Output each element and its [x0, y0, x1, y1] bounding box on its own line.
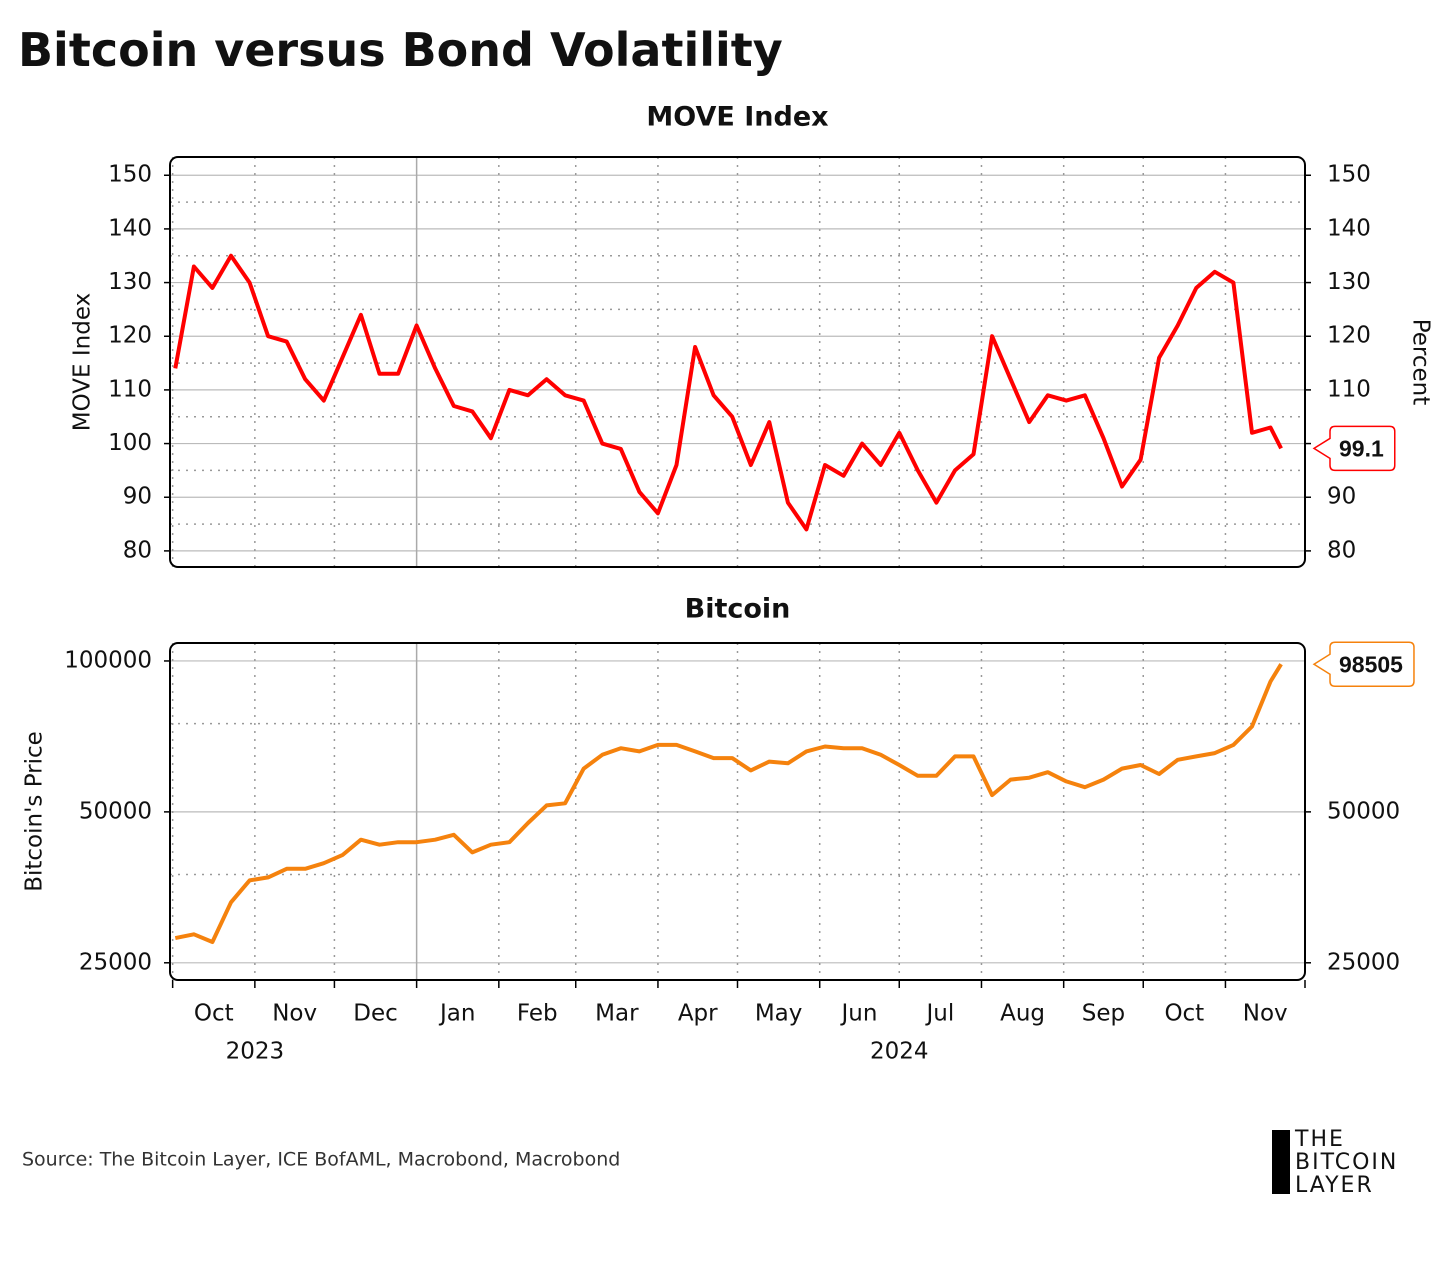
y-tick-label: 110 — [108, 376, 152, 402]
x-tick-label: Oct — [1164, 1001, 1204, 1027]
x-tick-label: Jun — [840, 1001, 878, 1027]
chart-title: Bitcoin versus Bond Volatility — [18, 23, 783, 77]
y-axis-label: Bitcoin's Price — [22, 731, 48, 892]
x-tick-label: Mar — [595, 1001, 639, 1027]
x-year-label: 2024 — [870, 1039, 929, 1065]
value-label-box — [1312, 425, 1396, 472]
y2-tick-label: 130 — [1327, 269, 1371, 295]
y2-tick-label: 120 — [1327, 323, 1371, 349]
y-tick-label: 120 — [108, 323, 152, 349]
value-label-box — [1312, 641, 1415, 687]
y2-tick-label: 150 — [1327, 162, 1371, 188]
value-label: 99.1 — [1339, 435, 1384, 461]
y-tick-label: 80 — [123, 537, 152, 563]
plot-frame — [169, 156, 1306, 568]
y-tick-label: 100 — [108, 430, 152, 456]
logo-text: LAYER — [1295, 1173, 1374, 1198]
y-tick-label: 50000 — [79, 798, 152, 824]
panel-title: Bitcoin — [685, 594, 791, 625]
y-axis-label: MOVE Index — [70, 293, 96, 431]
x-tick-label: Sep — [1082, 1001, 1125, 1027]
x-tick-label: Nov — [1243, 1001, 1288, 1027]
y-tick-label: 90 — [123, 484, 152, 510]
x-tick-label: Apr — [678, 1001, 718, 1027]
source: Source: The Bitcoin Layer, ICE BofAML, M… — [22, 1149, 620, 1171]
logo-text: BITCOIN — [1295, 1150, 1398, 1175]
y2-axis-label: Percent — [1408, 319, 1434, 406]
y-tick-label: 150 — [108, 162, 152, 188]
y-tick-label: 100000 — [64, 647, 152, 673]
y2-tick-label: 90 — [1327, 484, 1356, 510]
x-tick-label: Aug — [1000, 1001, 1045, 1027]
y-tick-label: 25000 — [79, 949, 152, 975]
x-tick-label: Jul — [924, 1001, 954, 1027]
x-tick-label: Jan — [438, 1001, 475, 1027]
y-tick-label: 140 — [108, 215, 152, 241]
line-series — [173, 253, 1283, 532]
x-tick-label: Feb — [517, 1001, 558, 1027]
x-tick-label: Nov — [272, 1001, 317, 1027]
line-series — [174, 663, 1283, 944]
x-year-label: 2023 — [226, 1039, 285, 1065]
y2-tick-label: 25000 — [1327, 949, 1400, 975]
value-label: 98505 — [1339, 651, 1403, 677]
panel-title: MOVE Index — [646, 102, 828, 133]
y2-tick-label: 140 — [1327, 215, 1371, 241]
logo-bar — [1272, 1130, 1290, 1194]
y2-tick-label: 80 — [1327, 537, 1356, 563]
x-tick-label: Oct — [194, 1001, 234, 1027]
logo-text: THE — [1294, 1127, 1345, 1152]
y2-tick-label: 110 — [1327, 376, 1371, 402]
x-tick-label: Dec — [353, 1001, 398, 1027]
y2-tick-label: 50000 — [1327, 798, 1400, 824]
x-tick-label: May — [755, 1001, 803, 1027]
y-tick-label: 130 — [108, 269, 152, 295]
